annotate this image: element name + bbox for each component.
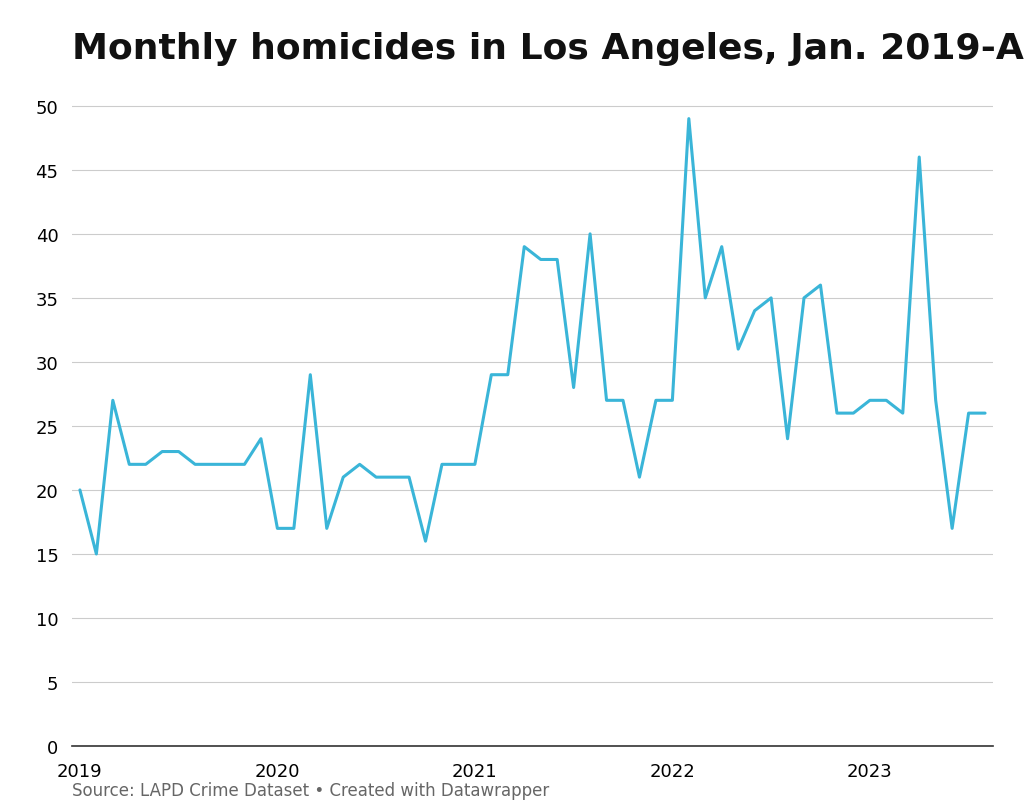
Text: Source: LAPD Crime Dataset • Created with Datawrapper: Source: LAPD Crime Dataset • Created wit… bbox=[72, 781, 549, 799]
Text: Monthly homicides in Los Angeles, Jan. 2019-Aug. 2023: Monthly homicides in Los Angeles, Jan. 2… bbox=[72, 32, 1024, 66]
